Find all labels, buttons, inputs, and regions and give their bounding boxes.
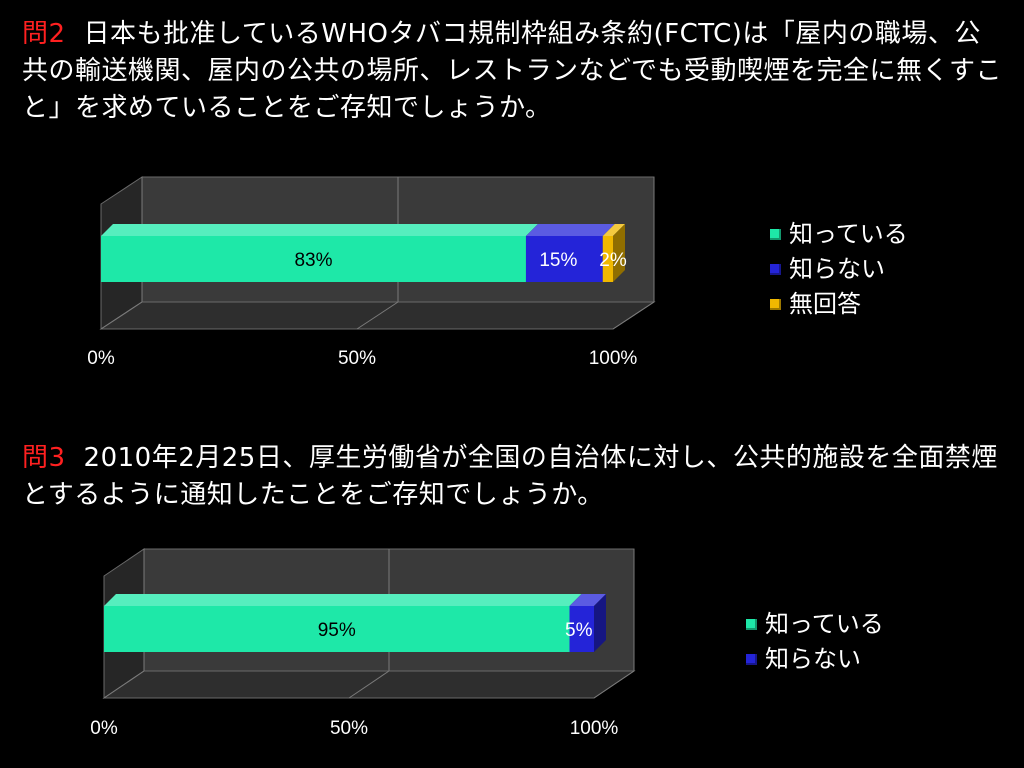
x-tick-label: 100% [589, 348, 638, 369]
bar-segment [602, 224, 625, 282]
question-2-text: 日本も批准しているWHOタバコ規制枠組み条約(FCTC)は「屋内の職場、公共の輸… [22, 19, 1002, 123]
question-2-label: 問2 [22, 19, 66, 49]
legend-question-3: 知っている 知らない [746, 607, 884, 677]
bar-front-face [569, 606, 594, 652]
x-tick-label: 0% [87, 348, 115, 369]
legend-item: 無回答 [770, 287, 908, 322]
x-tick-label: 50% [338, 348, 376, 369]
floor-gridline-0 [103, 670, 145, 699]
legend-item: 知らない [770, 252, 908, 287]
question-3-text: 2010年2月25日、厚生労働省が全国の自治体に対し、公共的施設を全面禁煙とする… [22, 443, 998, 510]
chart-question-2: 0% 50% 100% 83% 15% 2% [87, 176, 656, 369]
bar-front-face [602, 236, 613, 282]
bar-front-face [104, 606, 570, 652]
bar-front-face [101, 236, 526, 282]
floor-gridline-1 [356, 301, 399, 330]
legend-item: 知っている [746, 607, 884, 642]
legend-swatch [770, 229, 781, 240]
bar-top-face [104, 594, 582, 606]
question-3: 問3 2010年2月25日、厚生労働省が全国の自治体に対し、公共的施設を全面禁煙と… [22, 440, 1007, 514]
legend-label: 知らない [765, 645, 861, 673]
bar-top-face [602, 224, 625, 236]
question-3-label: 問3 [22, 443, 66, 473]
legend-swatch [770, 264, 781, 275]
legend-label: 知っている [789, 220, 908, 248]
x-tick-label: 100% [570, 718, 619, 739]
x-tick-label: 0% [90, 718, 118, 739]
bar-top-face [525, 224, 615, 236]
data-label: 83% [294, 250, 332, 271]
legend-swatch [746, 654, 757, 665]
legend-item: 知っている [770, 217, 908, 252]
bar-side-face [613, 224, 625, 282]
legend-label: 知っている [765, 610, 884, 638]
chart-question-3: 0% 50% 100% 95% 5% [90, 548, 636, 739]
bar-segment [569, 594, 606, 652]
bar-side-face [594, 594, 606, 652]
legend-swatch [746, 619, 757, 630]
legend-label: 知らない [789, 255, 885, 283]
legend-swatch [770, 299, 781, 310]
data-label: 5% [565, 620, 593, 641]
legend-item: 知らない [746, 642, 884, 677]
x-tick-label: 50% [330, 718, 368, 739]
legend-label: 無回答 [789, 290, 861, 318]
floor-gridline-1 [348, 670, 390, 699]
floor-gridline-2 [593, 670, 635, 699]
bar-top-face [569, 594, 606, 606]
floor-gridline-0 [100, 301, 143, 330]
floor-gridline-2 [612, 301, 655, 330]
bar-front-face [525, 236, 603, 282]
data-label: 2% [599, 250, 627, 271]
bar-segment [101, 224, 538, 282]
bar-top-face [101, 224, 538, 236]
legend-question-2: 知っている知らない無回答 [770, 217, 908, 322]
data-label: 95% [318, 620, 356, 641]
question-2: 問2 日本も批准しているWHOタバコ規制枠組み条約(FCTC)は「屋内の職場、公共… [22, 16, 1007, 127]
data-label: 15% [539, 250, 577, 271]
